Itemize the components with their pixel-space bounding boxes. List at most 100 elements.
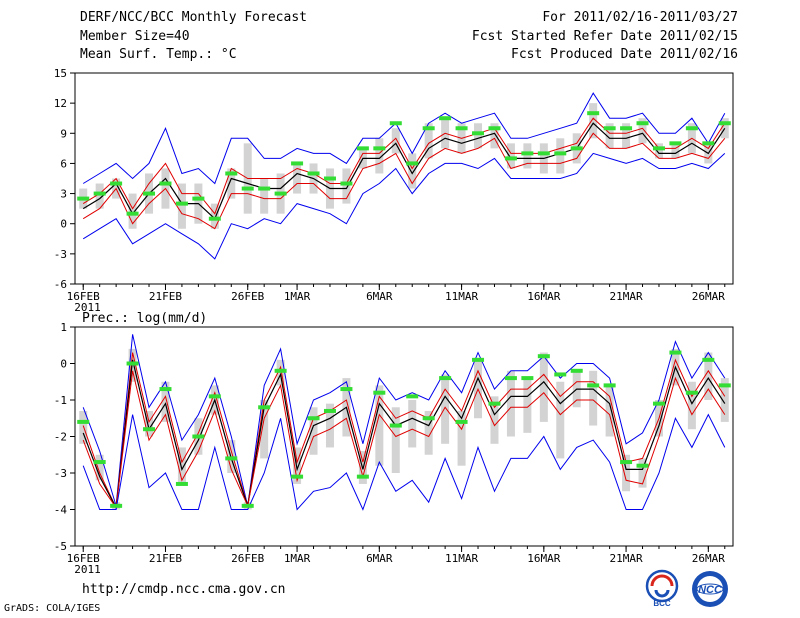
temp-member-bar: [671, 143, 680, 159]
precip-marker: [110, 503, 123, 508]
precip-marker: [208, 394, 221, 399]
precip-marker: [439, 376, 452, 381]
temp-marker: [258, 186, 271, 191]
temp-xtick-label: 21MAR: [610, 290, 643, 303]
precip-xtick-label: 26FEB: [231, 552, 264, 565]
temp-member-bar: [177, 183, 186, 229]
temp-ytick-label: 9: [60, 127, 67, 140]
temp-member-bar: [622, 123, 631, 149]
precip-marker: [636, 463, 649, 468]
precip-xtick-label: 21FEB: [149, 552, 182, 565]
temp-member-bar: [128, 193, 137, 229]
temp-marker: [126, 211, 139, 216]
precip-series-ensemble-mean: [82, 359, 726, 510]
temp-ytick-label: -3: [54, 248, 67, 261]
temp-member-bar: [490, 123, 499, 149]
temp-member-bar: [556, 138, 565, 174]
precip-marker: [323, 408, 336, 413]
temp-marker: [373, 146, 386, 151]
temp-marker: [406, 161, 419, 166]
temp-marker: [702, 141, 715, 146]
precip-marker: [570, 368, 583, 373]
precip-xtick-label: 26MAR: [692, 552, 725, 565]
precip-series-ensemble-max: [82, 334, 726, 507]
temp-member-bar: [391, 128, 400, 154]
temp-series-ensemble-mean: [82, 122, 726, 220]
source-url: http://cmdp.ncc.cma.gov.cn: [82, 582, 286, 597]
precip-member-bar: [79, 410, 88, 444]
temp-marker: [521, 151, 534, 156]
temp-marker: [225, 171, 238, 176]
temp-xtick-label: 21FEB: [149, 290, 182, 303]
precip-marker: [258, 405, 271, 410]
temp-marker: [554, 151, 567, 156]
precip-member-bar: [523, 378, 532, 433]
temp-ytick-label: 6: [60, 157, 67, 170]
precip-marker: [652, 401, 665, 406]
precip-marker: [455, 419, 468, 424]
temp-marker: [620, 126, 633, 131]
temp-xtick-label: 6MAR: [366, 290, 393, 303]
temp-xtick-label: 26MAR: [692, 290, 725, 303]
temp-ytick-label: -6: [54, 278, 67, 291]
temp-ytick-label: 0: [60, 218, 67, 231]
precip-series-ensemble-min: [82, 413, 726, 511]
temp-member-bar: [342, 168, 351, 204]
temp-member-bar: [210, 203, 219, 229]
temp-marker: [389, 121, 402, 126]
precip-member-bar: [556, 381, 565, 459]
precip-marker: [603, 383, 616, 388]
temp-marker: [291, 161, 304, 166]
temp-marker: [323, 176, 336, 181]
temp-series-spread-lower: [82, 132, 726, 230]
temp-year-label: 2011: [74, 301, 101, 314]
grads-credit: GrADS: COLA/IGES: [4, 603, 101, 614]
temp-series-ensemble-max: [82, 92, 726, 185]
member-size: Member Size=40: [80, 29, 190, 44]
forecast-period: For 2011/02/16-2011/03/27: [542, 10, 738, 25]
precip-member-bar: [293, 447, 302, 484]
temp-marker: [159, 181, 172, 186]
temp-member-bar: [523, 143, 532, 169]
temp-marker: [77, 196, 90, 201]
precip-marker: [669, 350, 682, 355]
precip-member-bar: [177, 447, 186, 484]
precip-ytick-label: -5: [54, 540, 67, 553]
precip-marker: [620, 460, 633, 465]
precip-member-bar: [506, 370, 515, 437]
temp-member-bar: [424, 123, 433, 159]
precip-marker: [488, 401, 501, 406]
precip-xtick-label: 16MAR: [527, 552, 560, 565]
temp-marker: [110, 181, 123, 186]
precip-marker: [521, 376, 534, 381]
precip-marker: [126, 361, 139, 366]
precip-ytick-label: -4: [54, 504, 68, 517]
precip-marker: [504, 376, 517, 381]
precip-member-bar: [309, 407, 318, 455]
temp-xtick-label: 26FEB: [231, 290, 264, 303]
precip-member-bar: [720, 378, 729, 422]
temp-marker: [175, 201, 188, 206]
precip-member-bar: [539, 352, 548, 422]
precip-series-spread-upper: [82, 352, 726, 510]
precip-marker: [554, 372, 567, 377]
temp-member-bar: [506, 143, 515, 169]
precip-member-bar: [589, 370, 598, 426]
precip-member-bar: [490, 396, 499, 444]
precip-xtick-label: 1MAR: [284, 552, 311, 565]
precip-member-bar: [687, 381, 696, 430]
temp-marker: [472, 131, 485, 136]
temp-member-bar: [605, 123, 614, 149]
precip-marker: [143, 427, 156, 432]
temp-marker: [669, 141, 682, 146]
bcc-logo: BCC: [645, 569, 679, 608]
precip-marker: [702, 357, 715, 362]
temp-marker: [93, 191, 106, 196]
temp-xtick-label: 1MAR: [284, 290, 311, 303]
precip-member-bar: [424, 410, 433, 455]
temp-marker: [504, 156, 517, 161]
precip-member-bar: [441, 374, 450, 444]
